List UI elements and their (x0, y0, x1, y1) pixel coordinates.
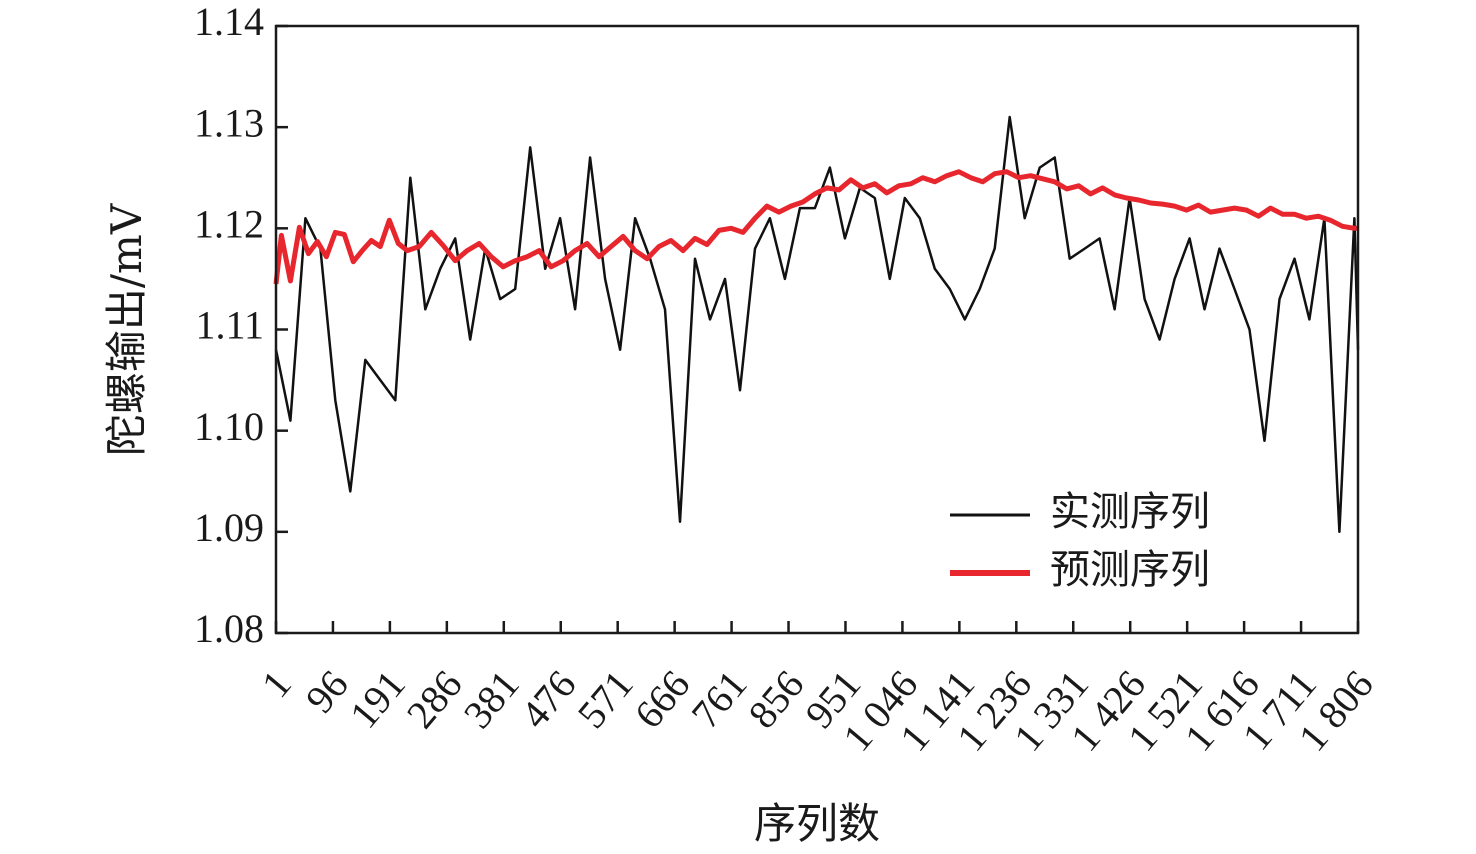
y-tick-label: 1.10 (194, 404, 264, 449)
y-tick-label: 1.14 (194, 0, 264, 44)
y-tick-label: 1.12 (194, 202, 264, 247)
y-tick-label: 1.11 (195, 303, 264, 348)
y-tick-label: 1.09 (194, 505, 264, 550)
plot-series (273, 115, 1360, 534)
y-axis-title: 陀螺输出/mV (102, 203, 151, 456)
x-tick-label: 1 (253, 662, 300, 706)
x-tick-label: 191 (341, 662, 414, 737)
x-tick-label: 571 (569, 662, 642, 737)
x-tick-label: 761 (682, 662, 755, 737)
legend-label: 实测序列 (1050, 489, 1210, 535)
y-axis: 1.08 1.09 1.10 1.11 1.12 1.13 1.14 (194, 0, 288, 651)
x-tick-label: 286 (398, 662, 471, 737)
y-tick-label: 1.13 (194, 100, 264, 145)
legend-label: 预测序列 (1050, 547, 1210, 593)
x-tick-label: 666 (626, 662, 699, 737)
plot-frame (274, 24, 1360, 635)
x-axis-title: 序列数 (754, 799, 880, 848)
y-tick-label: 1.08 (194, 606, 264, 651)
series-line-measured (274, 115, 1360, 534)
series-line-predicted (273, 169, 1358, 285)
x-tick-label: 476 (512, 662, 585, 737)
x-tick-label: 381 (455, 662, 528, 737)
x-tick-label: 856 (739, 662, 812, 737)
